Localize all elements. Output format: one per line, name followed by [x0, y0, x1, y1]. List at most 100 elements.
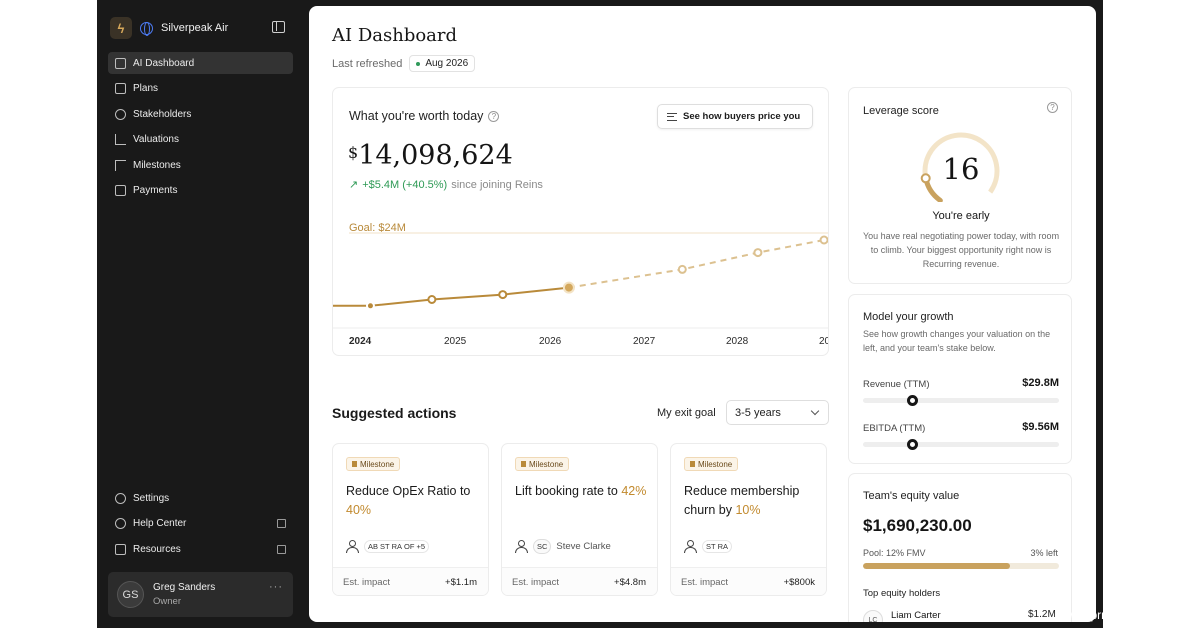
clipboard-icon [115, 83, 126, 94]
main-content: AI Dashboard Last refreshed Aug 2026 Wha… [309, 6, 1096, 622]
page-title: AI Dashboard [332, 25, 458, 46]
assignees: AB ST RA OF +5 [346, 537, 430, 555]
sidebar-item-payments[interactable]: Payments [108, 180, 293, 202]
projected-valuation-line [568, 238, 828, 289]
leverage-score-card: Leverage score ? 16 You're early You hav… [848, 87, 1072, 284]
data-point [498, 290, 508, 300]
growth-description: See how growth changes your valuation on… [863, 329, 1051, 353]
workspace-switcher[interactable]: ϟ Silverpeak Air [110, 16, 228, 40]
valuation-change: ↗ +$5.4M (+40.5%) since joining Reins [349, 178, 543, 192]
sidebar-item-label: Valuations [133, 134, 179, 145]
user-info: Greg Sanders Owner [153, 582, 215, 607]
action-target: 42% [621, 484, 647, 498]
action-card[interactable]: Milestone Lift booking rate to 42% SC St… [501, 443, 658, 596]
app-logo-icon: ϟ [110, 17, 132, 39]
current-data-point [562, 281, 575, 294]
goal-label: Goal: $24M [349, 222, 406, 234]
avatar: ST [380, 541, 390, 551]
impact-label: Est. impact [512, 577, 559, 588]
collapse-sidebar-icon[interactable] [272, 21, 285, 33]
assignee-name: Steve Clarke [556, 540, 611, 552]
equity-card: Team's equity value $1,690,230.00 Pool: … [848, 473, 1072, 622]
book-icon [115, 543, 126, 555]
refreshed-label: Last refreshed [332, 57, 403, 70]
external-link-icon [277, 519, 286, 528]
sidebar-item-resources[interactable]: Resources [108, 538, 293, 560]
avatar: OF [404, 541, 415, 551]
equity-value: $1,690,230.00 [863, 516, 972, 535]
action-target: 40% [346, 503, 372, 517]
sidebar-item-label: Stakeholders [133, 108, 192, 120]
leverage-title: Leverage score [863, 105, 939, 117]
chart-icon [115, 134, 126, 145]
action-title: Reduce OpEx Ratio to 40% [346, 482, 486, 520]
users-icon [346, 540, 359, 553]
sidebar-item-help-center[interactable]: Help Center [108, 513, 293, 535]
user-menu[interactable]: GS Greg Sanders Owner ··· [108, 572, 293, 617]
x-tick-label: 2028 [726, 336, 749, 347]
leverage-gauge [920, 132, 1000, 202]
action-target: 10% [735, 503, 761, 517]
list-icon [667, 112, 677, 121]
revenue-slider: Revenue (TTM) $29.8M [863, 377, 1059, 406]
sidebar-item-ai-dashboard[interactable]: AI Dashboard [108, 52, 293, 74]
sidebar-item-plans[interactable]: Plans [108, 78, 293, 100]
action-title: Reduce membership churn by 10% [684, 482, 824, 520]
slider-handle[interactable] [907, 439, 918, 450]
sidebar-item-milestones[interactable]: Milestones [108, 154, 293, 176]
holder-value: $1.2M [1028, 609, 1056, 620]
impact-value: +$4.8m [614, 577, 646, 588]
buyer-pricing-button[interactable]: See how buyers price you [657, 104, 813, 129]
ebitda-slider: EBITDA (TTM) $9.56M [863, 421, 1059, 450]
projected-data-point [677, 264, 687, 274]
gauge-fill [922, 132, 1000, 202]
equity-title: Team's equity value [863, 490, 960, 502]
action-card[interactable]: Milestone Reduce OpEx Ratio to 40% AB ST… [332, 443, 489, 596]
globe-icon [140, 21, 153, 36]
sidebar-nav: AI Dashboard Plans Stakeholders Valuatio… [108, 52, 293, 205]
projected-data-point [819, 235, 828, 245]
sidebar-item-label: AI Dashboard [133, 57, 195, 69]
slider-track[interactable] [863, 395, 1059, 406]
wallet-icon [115, 185, 126, 196]
sidebar-footer-nav: Settings Help Center Resources [108, 487, 293, 564]
sidebar: ϟ Silverpeak Air AI Dashboard Plans Stak… [97, 0, 305, 628]
x-tick-label: 2025 [444, 336, 467, 347]
pool-progress-fill [863, 563, 1010, 569]
action-card[interactable]: Milestone Reduce membership churn by 10%… [670, 443, 827, 596]
avatar: RA [391, 541, 403, 551]
slider-value: $29.8M [1022, 377, 1059, 389]
action-title-text: Reduce OpEx Ratio to [346, 484, 471, 498]
sidebar-item-label: Help Center [133, 518, 187, 529]
more-count: +5 [416, 541, 426, 551]
pool-left: 3% left [1030, 548, 1058, 558]
sidebar-item-settings[interactable]: Settings [108, 487, 293, 509]
slider-handle[interactable] [907, 395, 918, 406]
exit-goal-label: My exit goal [657, 407, 716, 419]
valuation-delta: +$5.4M (+40.5%) [362, 178, 448, 191]
valuation-label-text: What you're worth today [349, 109, 484, 123]
exit-goal-value: 3-5 years [735, 407, 781, 419]
badge-label: Milestone [698, 459, 733, 469]
milestone-badge: Milestone [515, 457, 570, 471]
sidebar-item-valuations[interactable]: Valuations [108, 129, 293, 151]
users-icon [515, 540, 528, 553]
action-impact: Est. impact +$1.1m [333, 567, 488, 595]
gear-icon [115, 492, 126, 504]
data-point [365, 301, 375, 311]
users-icon [684, 540, 697, 553]
sidebar-item-stakeholders[interactable]: Stakeholders [108, 103, 293, 125]
info-icon[interactable]: ? [488, 110, 500, 122]
slider-track[interactable] [863, 439, 1059, 450]
last-refreshed: Last refreshed Aug 2026 [332, 55, 476, 72]
valuation-label: What you're worth today ? [349, 109, 500, 123]
more-options-icon[interactable]: ··· [269, 581, 283, 593]
suggested-actions-title: Suggested actions [332, 405, 457, 421]
holder-row[interactable]: LC Liam Carter [863, 608, 1063, 622]
flag-icon [521, 461, 526, 467]
milestone-badge: Milestone [684, 457, 739, 471]
status-dot-icon [416, 61, 421, 66]
exit-goal-select[interactable]: 3-5 years [726, 400, 829, 425]
info-icon[interactable]: ? [1047, 102, 1058, 113]
milestone-badge: Milestone [346, 457, 401, 471]
